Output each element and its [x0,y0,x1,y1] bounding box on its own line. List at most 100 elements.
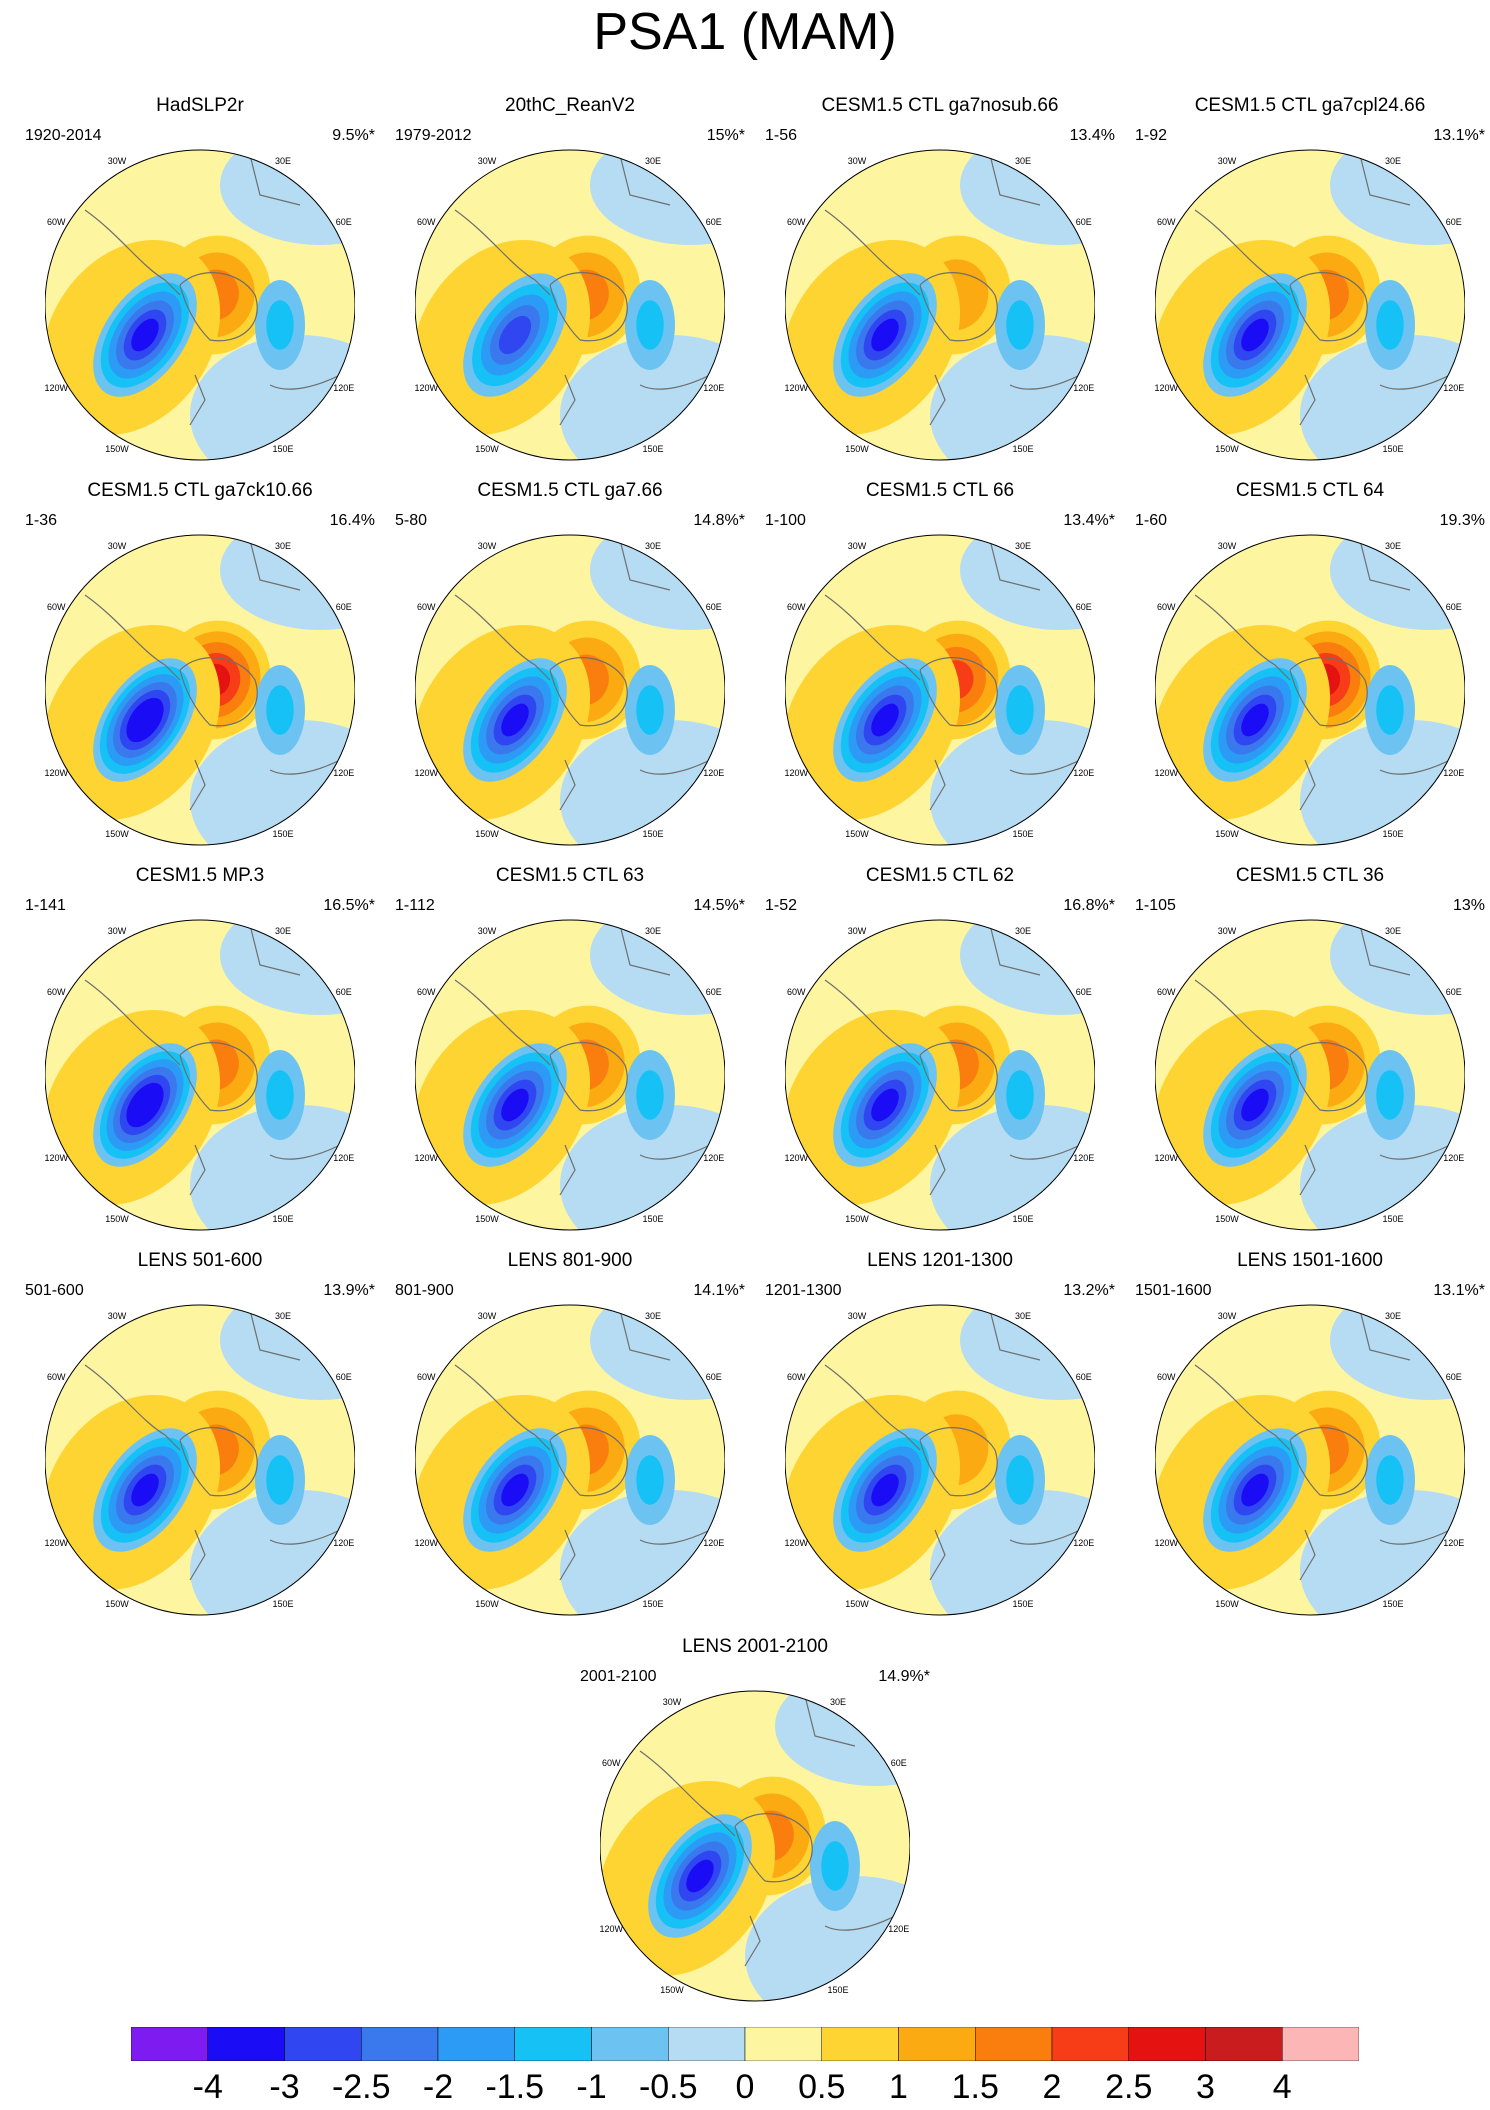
panel-period: 1501-1600 [1135,1282,1212,1299]
longitude-label: 150E [642,1599,663,1609]
colorbar-swatch [1051,2027,1129,2061]
longitude-label: 30E [1385,1311,1401,1321]
panel-title: LENS 1501-1600 [1237,1250,1383,1271]
colorbar [131,2027,1359,2061]
coastline [84,924,341,1196]
colorbar-swatch [361,2027,439,2061]
map-panel: LENS 501-600501-60013.9%*030E60E90E120E1… [15,1250,385,1630]
longitude-label: 150E [272,1599,293,1609]
polar-map: 030E60E90E120E150E180150W120W90W60W30W [45,1304,355,1616]
longitude-label: 150W [845,1214,869,1224]
longitude-label: 150W [1215,1214,1239,1224]
map-panel: CESM1.5 CTL 631-11214.5%*030E60E90E120E1… [385,865,755,1245]
panel-title: 20thC_ReanV2 [505,95,635,116]
panel-period: 801-900 [395,1282,454,1299]
panel-variance: 13.2%* [1063,1282,1115,1299]
longitude-label: 120E [1443,1538,1464,1548]
map-panel: CESM1.5 CTL ga7ck10.661-3616.4%030E60E90… [15,480,385,860]
colorbar-tick-label: 0.5 [798,2068,846,2106]
longitude-label: 60E [336,1372,352,1382]
contour-negative [1241,318,1269,352]
colorbar-swatch [437,2027,515,2061]
panel-variance: 14.5%* [693,897,745,914]
longitude-label: 150W [475,829,499,839]
longitude-label: 30E [645,926,661,936]
map-boundary [1155,149,1465,461]
longitude-label: 30E [645,541,661,551]
map-boundary [1155,534,1465,846]
coastline [1194,154,1451,426]
longitude-label: 120E [888,1924,909,1934]
panel-title: CESM1.5 CTL ga7cpl24.66 [1194,95,1426,116]
longitude-label: 30W [848,156,867,166]
longitude-label: 60E [336,602,352,612]
map-boundary [785,919,1095,1231]
longitude-label: 30E [275,1311,291,1321]
colorbar-swatch [207,2027,285,2061]
contour-negative-east [636,685,664,735]
panel-variance: 14.8%* [693,512,745,529]
map-boundary [785,149,1095,461]
longitude-label: 120W [785,383,808,393]
panel-variance: 14.1%* [693,1282,745,1299]
longitude-label: 120W [785,768,808,778]
contour-negative [686,1859,714,1893]
longitude-label: 30W [848,541,867,551]
colorbar-tick-label: 2 [1042,2068,1062,2106]
longitude-label: 60E [706,987,722,997]
colorbar-tick-label: 1 [889,2068,908,2106]
map-boundary [415,534,725,846]
longitude-label: 60W [417,217,436,227]
longitude-label: 60W [47,602,66,612]
longitude-label: 30E [1015,1311,1031,1321]
map-boundary [785,534,1095,846]
contour-negative-east [266,1070,294,1120]
longitude-label: 60E [336,987,352,997]
longitude-label: 120W [785,1153,808,1163]
colorbar-tick-label: -1 [576,2068,607,2106]
longitude-label: 150E [642,444,663,454]
longitude-label: 60W [417,987,436,997]
panel-title: CESM1.5 CTL ga7.66 [477,480,663,501]
longitude-label: 150E [827,1985,848,1995]
panel-title: CESM1.5 CTL 66 [865,480,1015,501]
longitude-label: 150W [1215,444,1239,454]
coastline [84,1309,341,1581]
panel-period: 1-56 [765,127,798,144]
panel-variance: 19.3% [1439,512,1485,529]
contour-negative-east [1376,1070,1404,1120]
longitude-label: 60W [1157,602,1176,612]
longitude-label: 30W [478,541,497,551]
panel-variance: 16.4% [329,512,375,529]
longitude-label: 150E [1012,1599,1033,1609]
colorbar-swatch [1128,2027,1206,2061]
longitude-label: 30W [108,926,127,936]
longitude-label: 30W [108,1311,127,1321]
longitude-label: 120E [703,1153,724,1163]
longitude-label: 60W [1157,217,1176,227]
longitude-label: 60E [1076,602,1092,612]
longitude-label: 120E [1443,768,1464,778]
longitude-label: 60W [602,1758,621,1768]
longitude-label: 150E [642,1214,663,1224]
longitude-label: 60W [417,602,436,612]
map-panel: CESM1.5 CTL 661-10013.4%*030E60E90E120E1… [755,480,1125,860]
map-panel: LENS 801-900801-90014.1%*030E60E90E120E1… [385,1250,755,1630]
longitude-label: 120W [1155,768,1178,778]
longitude-label: 60E [1446,602,1462,612]
longitude-label: 150W [845,1599,869,1609]
colorbar-swatch [898,2027,976,2061]
coastline [454,539,711,811]
map-boundary [600,1690,910,2002]
longitude-label: 120W [600,1924,623,1934]
longitude-label: 120E [333,1153,354,1163]
panel-variance: 13.4%* [1063,512,1115,529]
longitude-label: 150E [272,444,293,454]
longitude-label: 30W [1218,541,1237,551]
panel-title: CESM1.5 CTL 36 [1235,865,1385,886]
contour-negative-east [1376,300,1404,350]
colorbar-swatch [131,2027,208,2061]
coastline [639,1695,896,1967]
longitude-label: 60W [1157,1372,1176,1382]
longitude-label: 60W [47,1372,66,1382]
